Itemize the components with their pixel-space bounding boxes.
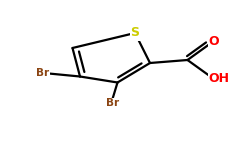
Text: Br: Br bbox=[36, 69, 49, 78]
Text: O: O bbox=[208, 35, 219, 48]
Text: Br: Br bbox=[106, 99, 119, 108]
Text: S: S bbox=[130, 27, 140, 39]
Text: OH: OH bbox=[208, 72, 229, 85]
